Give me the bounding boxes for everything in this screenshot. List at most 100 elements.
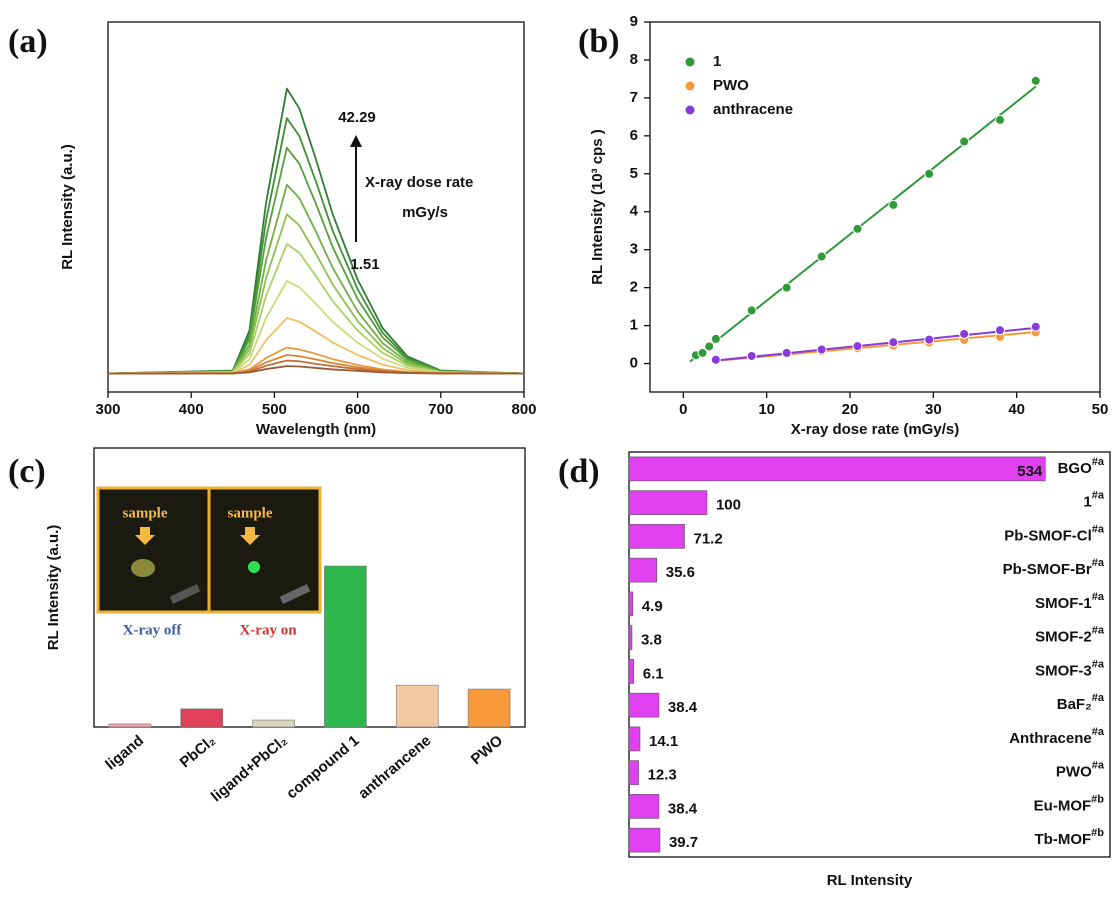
category-note: #a: [1092, 625, 1105, 637]
bar: [628, 490, 708, 515]
category-note: #a: [1092, 490, 1105, 502]
category-name: SMOF-3: [1035, 662, 1092, 679]
legend-marker: [685, 105, 695, 115]
category-name: SMOF-1: [1035, 595, 1092, 612]
category-name: Eu-MOF: [1034, 797, 1092, 814]
x-tick-label: 800: [511, 401, 536, 418]
value-label: 38.4: [668, 800, 698, 817]
x-tick-label: 300: [95, 401, 120, 418]
plot-frame: [93, 447, 526, 728]
data-point: [852, 223, 863, 234]
data-point: [1030, 321, 1041, 332]
data-point: [697, 347, 708, 358]
value-label: 4.9: [642, 598, 663, 615]
data-point: [746, 305, 757, 316]
x-tick-label: anthrancene: [355, 732, 434, 802]
bar: [324, 565, 367, 728]
annotation: X-ray dose rate: [365, 174, 473, 191]
value-label: 39.7: [669, 834, 698, 851]
annotation: sample: [123, 505, 168, 521]
fit-line: [715, 326, 1036, 362]
category-label: SMOF-2#a: [1035, 625, 1105, 646]
value-label: 14.1: [649, 733, 678, 750]
plot-frame: [649, 21, 1101, 393]
y-tick-label: 5: [630, 165, 638, 182]
sample-on: [248, 561, 260, 573]
category-label: Pb-SMOF-Cl#a: [1004, 523, 1105, 544]
spectrum-line: [107, 243, 525, 375]
bar: [628, 456, 1046, 482]
annotation: 42.29: [338, 109, 376, 126]
y-tick-label: 9: [630, 13, 638, 30]
annotation: X-ray off: [123, 622, 183, 638]
y-axis-label: RL Intensity (10³ cps ): [589, 129, 606, 285]
x-tick-label: ligand: [102, 732, 147, 773]
category-label: Pb-SMOF-Br#a: [1003, 557, 1105, 578]
data-point: [995, 114, 1005, 125]
category-note: #b: [1091, 827, 1104, 839]
y-tick-label: 4: [630, 203, 639, 220]
x-tick-label: 30: [925, 401, 942, 418]
category-name: SMOF-2: [1035, 629, 1092, 646]
category-label: BaF₂#a: [1057, 692, 1105, 713]
legend-marker: [685, 57, 695, 67]
annotation: 1.51: [350, 256, 379, 273]
spectrum-line: [107, 183, 525, 375]
spectrum-line: [107, 146, 525, 375]
data-point: [781, 347, 792, 358]
bar: [628, 827, 661, 853]
category-name: PWO: [1056, 764, 1092, 781]
x-tick-label: 0: [679, 401, 687, 418]
data-point: [710, 354, 721, 365]
category-name: BaF₂: [1057, 696, 1092, 713]
x-tick-label: 500: [262, 401, 287, 418]
data-point: [781, 282, 792, 293]
data-point: [746, 350, 757, 361]
value-label: 38.4: [668, 699, 698, 716]
y-tick-label: 0: [630, 355, 638, 372]
category-note: #a: [1092, 591, 1105, 603]
arrow-head: [350, 135, 362, 147]
sample-off: [131, 559, 155, 577]
y-axis-label: RL Intensity (a.u.): [45, 525, 62, 651]
y-tick-label: 3: [630, 241, 638, 258]
data-point: [995, 325, 1005, 336]
category-note: #a: [1092, 557, 1105, 569]
category-note: #a: [1092, 658, 1105, 670]
legend-label: 1: [713, 53, 721, 70]
x-tick-label: 20: [842, 401, 859, 418]
fit-line: [715, 331, 1036, 362]
bar: [628, 692, 660, 718]
bar: [395, 684, 439, 728]
x-tick-label: ligand+PbCl₂: [208, 732, 291, 805]
data-point: [816, 251, 827, 262]
holder: [169, 584, 201, 604]
category-label: SMOF-3#a: [1035, 658, 1105, 679]
category-name: 1: [1083, 494, 1091, 511]
panel-label: (a): [8, 23, 48, 60]
data-point: [704, 341, 715, 352]
bar: [628, 760, 639, 785]
x-tick-label: 700: [428, 401, 453, 418]
y-tick-label: 6: [630, 127, 638, 144]
legend-label: anthracene: [713, 101, 793, 118]
panel-label: (c): [8, 453, 46, 490]
y-tick-label: 2: [630, 279, 638, 296]
plot-frame: [628, 451, 1111, 858]
arrow: [240, 527, 260, 545]
spectrum-line: [107, 117, 525, 375]
bar: [180, 708, 224, 728]
spectrum-line: [107, 280, 525, 375]
category-label: BGO#a: [1058, 456, 1105, 477]
category-name: BGO: [1058, 460, 1093, 477]
value-label: 3.8: [641, 632, 662, 649]
spectrum-line: [107, 346, 525, 375]
spectrum-line: [108, 365, 524, 375]
legend-marker: [685, 81, 695, 91]
category-name: Pb-SMOF-Cl: [1004, 527, 1092, 544]
value-label: 6.1: [643, 665, 664, 682]
bar: [628, 591, 634, 617]
data-point: [959, 136, 970, 147]
y-tick-label: 8: [630, 51, 638, 68]
